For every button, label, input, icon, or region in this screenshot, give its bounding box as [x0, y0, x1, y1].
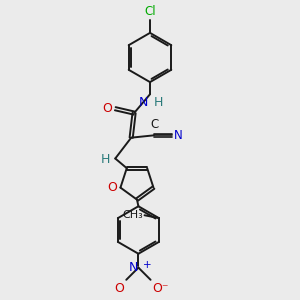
Text: +: +	[142, 260, 151, 270]
Text: N: N	[139, 96, 148, 109]
Text: C: C	[150, 118, 158, 131]
Text: N: N	[128, 261, 138, 274]
Text: H: H	[101, 154, 110, 166]
Text: N: N	[174, 129, 183, 142]
Text: O⁻: O⁻	[152, 281, 169, 295]
Text: O: O	[115, 281, 124, 295]
Text: CH₃: CH₃	[122, 210, 143, 220]
Text: Cl: Cl	[144, 5, 156, 18]
Text: O: O	[103, 102, 112, 115]
Text: O: O	[107, 181, 117, 194]
Text: H: H	[154, 96, 163, 109]
